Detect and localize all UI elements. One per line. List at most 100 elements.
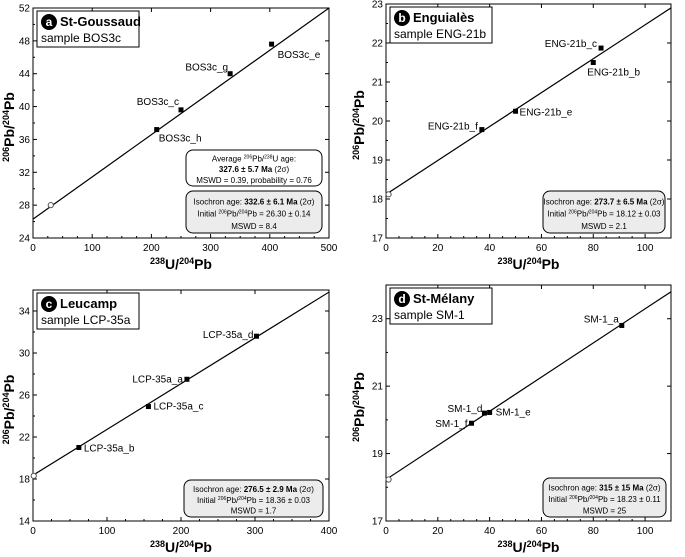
y-tick-label: 26: [19, 391, 31, 402]
data-point-label: BOS3c_h: [159, 134, 202, 145]
x-tick-label: 0: [383, 526, 389, 537]
panel-letter-badge: [394, 291, 410, 307]
x-tick-label: 300: [247, 526, 264, 537]
panel-subtitle: sample BOS3c: [41, 31, 121, 45]
data-point: [154, 127, 160, 133]
data-point-label: LCP-35a_d: [203, 330, 254, 341]
panel-subtitle: sample LCP-35a: [41, 313, 131, 327]
annotation-line: Initial 206Pb/204Pb = 26.30 ± 0.14: [198, 210, 312, 219]
x-tick-label: 100: [84, 243, 101, 254]
y-tick-label: 19: [372, 449, 384, 460]
chart-panel-d: 0 20 40 60 80 100 17 19 21 23 238U/204Pb 206Pb/204P…: [351, 284, 672, 555]
y-tick-label: 21: [372, 78, 384, 89]
data-point-label: LCP-35a_b: [84, 444, 135, 455]
initial-ratio-marker: [385, 476, 392, 483]
panel-letter: b: [398, 11, 405, 25]
y-axis-label: 206Pb/204Pb: [1, 92, 17, 162]
x-tick-label: 40: [484, 243, 496, 254]
x-tick-label: 60: [536, 526, 548, 537]
data-point: [479, 127, 485, 133]
y-tick-label: 22: [372, 39, 384, 50]
x-axis-label: 238U/204Pb: [150, 539, 212, 555]
y-tick-label: 36: [19, 135, 31, 146]
initial-ratio-marker: [30, 472, 37, 479]
x-tick-label: 100: [637, 243, 654, 254]
y-axis-label: 206Pb/204Pb: [351, 372, 367, 442]
data-point-label: ENG-21b_e: [520, 107, 573, 118]
data-point-label: SM-1_d: [447, 404, 482, 415]
annotation-line: Initial 206Pb/204Pb = 18.23 ± 0.11: [548, 495, 661, 504]
x-tick-label: 200: [143, 243, 160, 254]
y-axis-label: 206Pb/204Pb: [351, 90, 367, 160]
x-tick-label: 100: [637, 526, 654, 537]
y-tick-label: 21: [372, 382, 384, 393]
panel-subtitle: sample ENG-21b: [394, 27, 486, 41]
x-tick-label: 60: [536, 243, 548, 254]
y-tick-label: 17: [372, 517, 384, 528]
annotation-line: MSWD = 0.39, probability = 0.76: [196, 176, 312, 185]
chart-panel-a: 0 100 200 300 400 500 24 28 32 36 40 44 48 52 238U/204…: [1, 4, 338, 273]
y-axis-label: 206Pb/204Pb: [1, 375, 17, 445]
data-point-label: LCP-35a_c: [153, 402, 203, 413]
x-axis-label: 238U/204Pb: [498, 539, 560, 555]
x-tick-label: 300: [202, 243, 219, 254]
isochron-line: [386, 7, 671, 195]
panel-letter: d: [398, 292, 405, 306]
y-tick-label: 19: [372, 156, 384, 167]
panel-title: Enguialès: [413, 10, 474, 25]
data-point: [178, 107, 184, 113]
panel-letter-badge: [41, 14, 57, 30]
data-point: [227, 71, 233, 77]
isochron-line: [33, 8, 329, 220]
x-tick-label: 0: [30, 243, 36, 254]
y-tick-label: 17: [372, 234, 384, 245]
x-tick-label: 100: [99, 526, 116, 537]
annotation-line: MSWD = 8.4: [231, 222, 277, 231]
annotation-line: Isochron age: 273.7 ± 6.5 Ma (2σ): [544, 197, 665, 206]
data-point: [253, 333, 259, 339]
y-tick-label: 28: [19, 201, 31, 212]
data-point-label: BOS3c_g: [185, 63, 228, 74]
initial-ratio-marker: [47, 202, 54, 209]
y-tick-label: 18: [19, 475, 31, 486]
x-tick-label: 80: [588, 243, 600, 254]
panel-title: St-Goussaud: [60, 14, 141, 29]
annotation-box: [183, 479, 324, 518]
panel-letter: a: [46, 15, 53, 29]
y-tick-label: 18: [372, 195, 384, 206]
panel-title: Leucamp: [60, 296, 117, 311]
panel-subtitle: sample SM-1: [394, 308, 465, 322]
panel-letter: c: [46, 297, 53, 311]
y-tick-label: 20: [372, 117, 384, 128]
x-tick-label: 20: [432, 243, 444, 254]
y-tick-label: 34: [19, 307, 31, 318]
y-tick-label: 22: [19, 433, 31, 444]
chart-panel-c: 0 100 200 300 400 14 18 22 26 30 34 238U/204Pb 206Pb…: [1, 289, 338, 555]
data-point: [513, 108, 519, 114]
data-point-label: LCP-35a_a: [132, 374, 183, 385]
x-tick-label: 80: [588, 526, 600, 537]
data-point: [76, 445, 82, 450]
data-point: [487, 409, 493, 415]
annotation-line: MSWD = 25: [583, 506, 627, 515]
x-tick-label: 0: [383, 243, 389, 254]
data-point: [469, 420, 474, 426]
y-tick-label: 40: [19, 102, 31, 113]
x-tick-label: 40: [484, 526, 496, 537]
annotation-line: Isochron age: 332.6 ± 6.1 Ma (2σ): [194, 197, 315, 206]
x-tick-label: 200: [173, 526, 190, 537]
y-tick-label: 48: [19, 36, 31, 47]
chart-panel-b: 0 20 40 60 80 100 17 18 19 20 21 22 23 238U/204Pb 206P…: [351, 0, 672, 272]
data-point-label: ENG-21b_b: [587, 68, 640, 79]
y-tick-label: 44: [19, 69, 31, 80]
panel-letter-badge: [394, 10, 410, 26]
annotation-box: [542, 190, 666, 234]
annotation-line: Initial 206Pb/204Pb = 18.12 ± 0.03: [548, 210, 662, 219]
annotation-box: [542, 477, 667, 518]
data-point-label: BOS3c_e: [278, 50, 321, 61]
annotation-line: 327.6 ± 5.7 Ma (2σ): [219, 165, 290, 174]
data-point: [590, 60, 596, 65]
data-point-label: ENG-21b_c: [545, 39, 597, 50]
y-tick-label: 52: [19, 4, 31, 15]
